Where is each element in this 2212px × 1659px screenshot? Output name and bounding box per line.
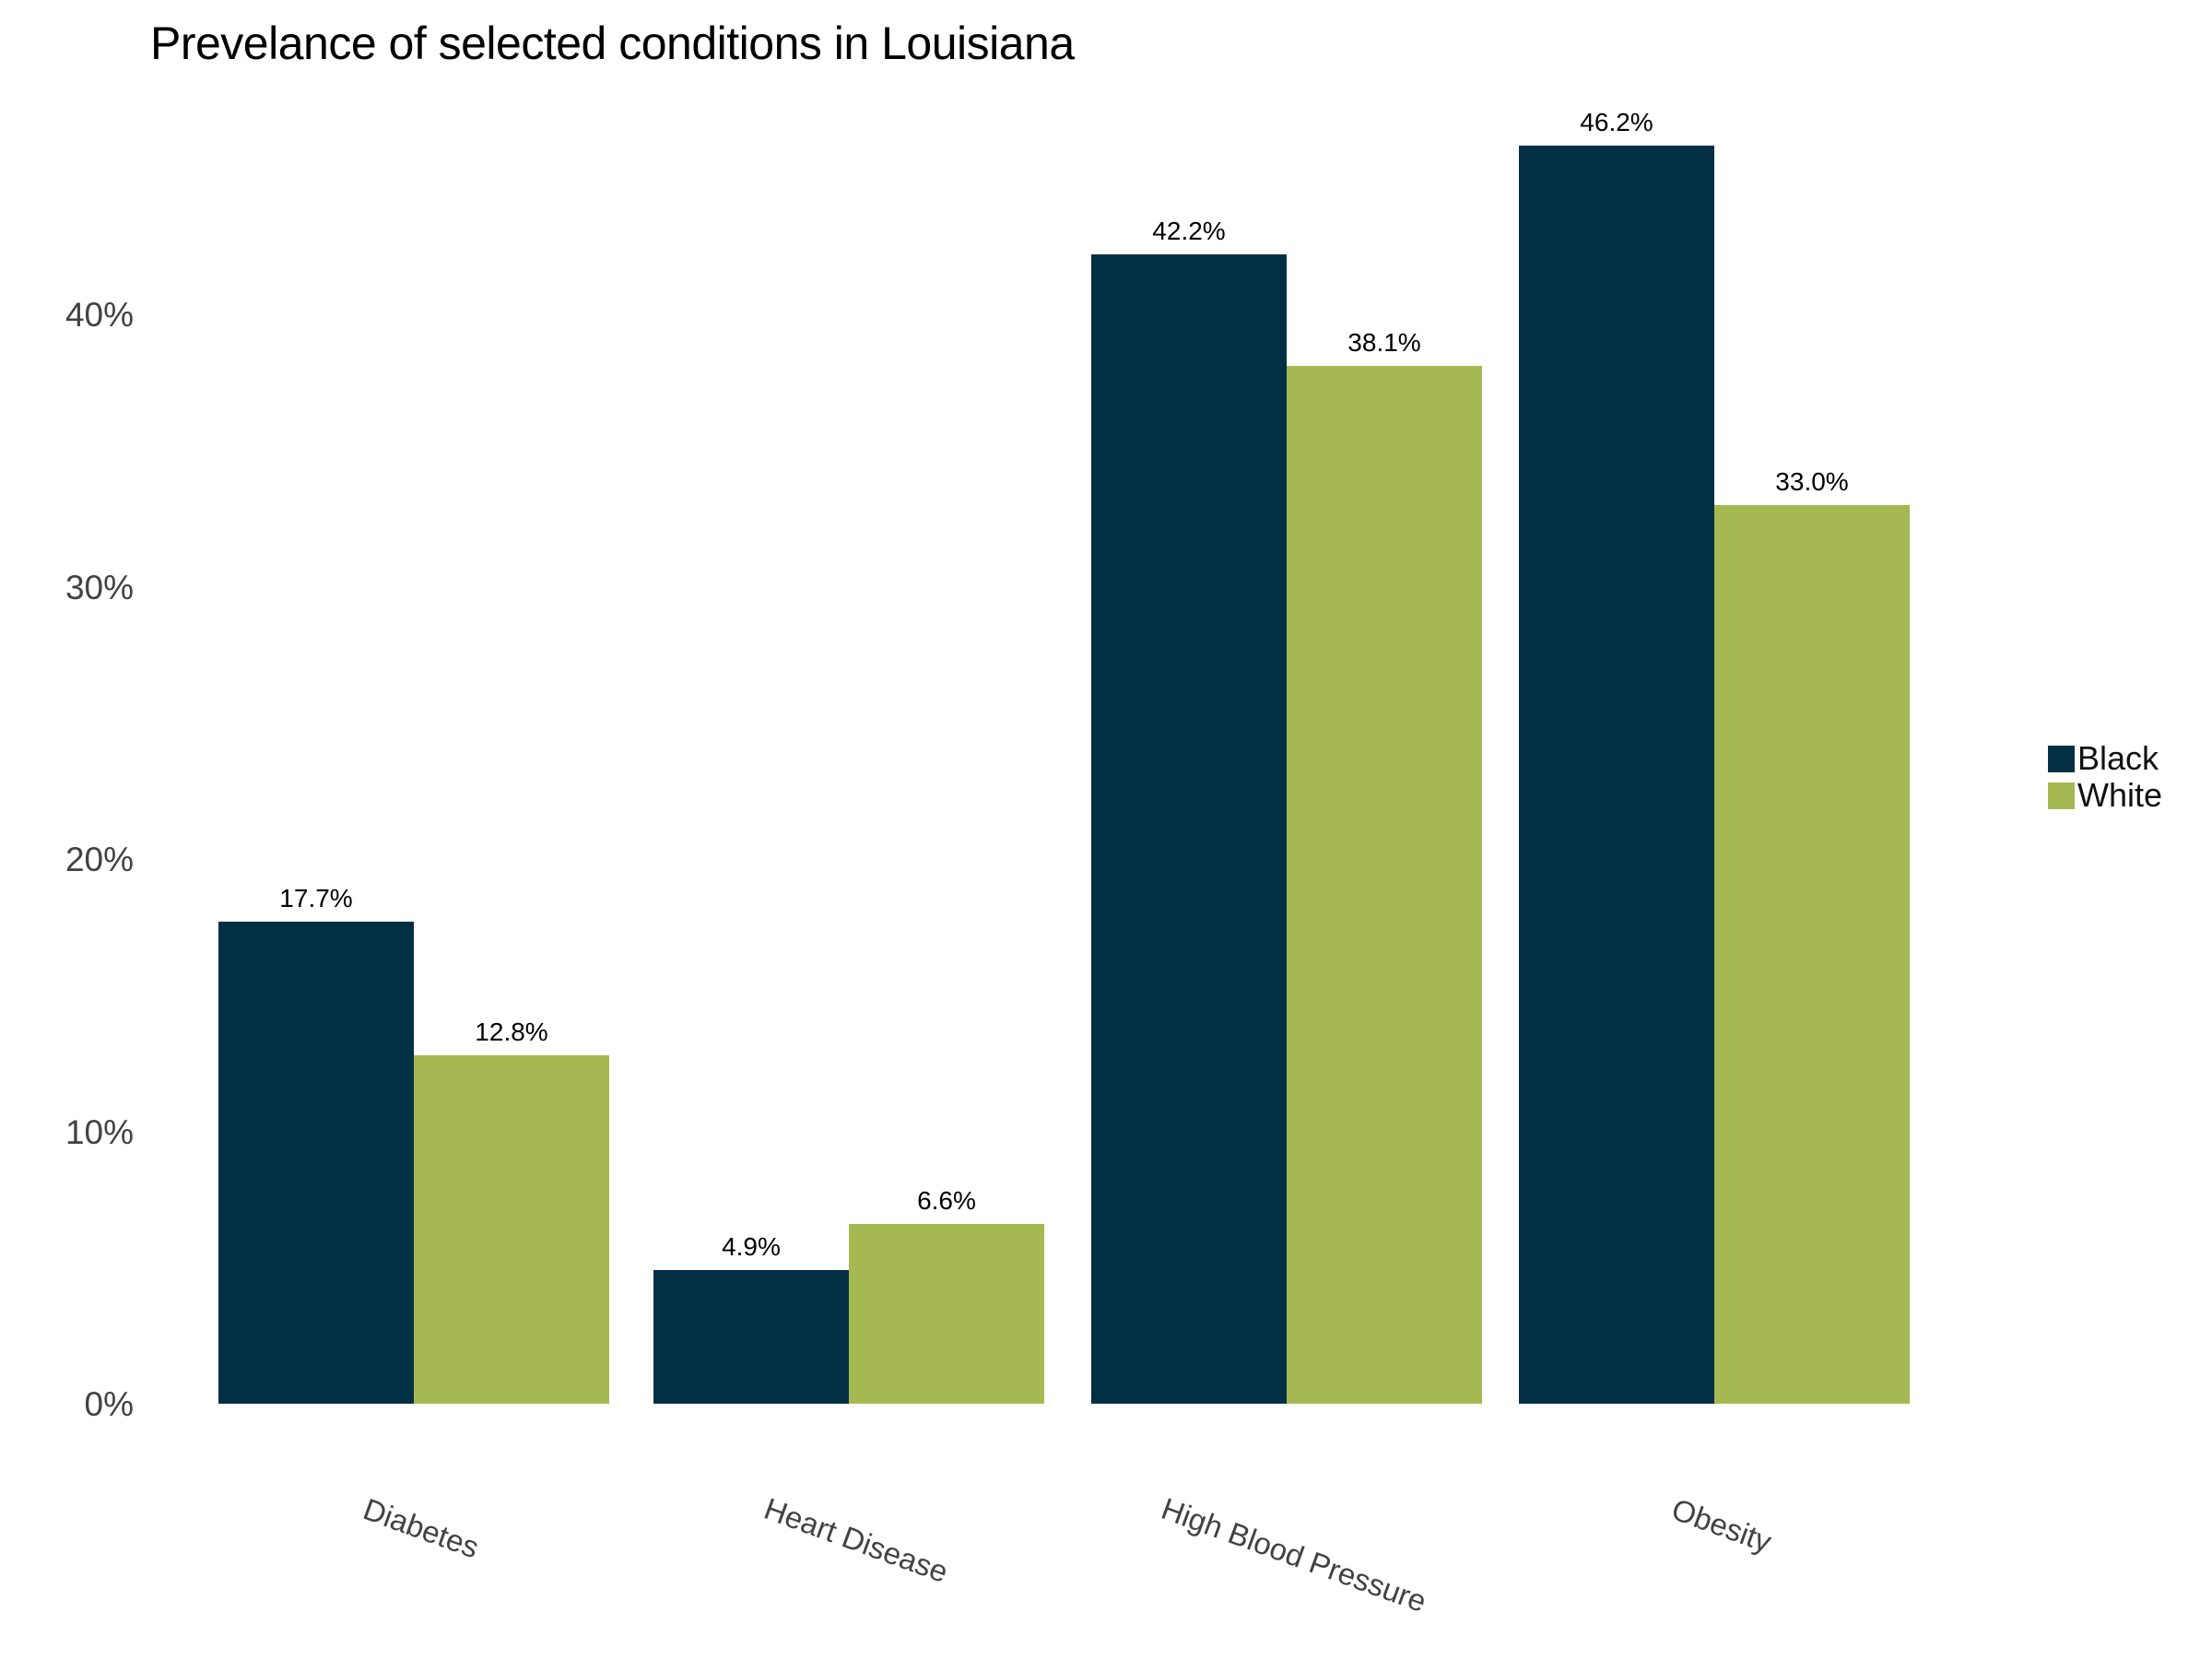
bar-value-label-white-obesity: 33.0% <box>1775 467 1849 496</box>
bar-value-label-black-heart-disease: 4.9% <box>722 1232 781 1261</box>
legend-swatch-white-icon <box>2048 782 2075 809</box>
bar-white-diabetes <box>414 1055 609 1404</box>
y-tick-label-10-: 10% <box>65 1112 134 1151</box>
x-category-label-high-blood-pressure: High Blood Pressure <box>1157 1491 1431 1619</box>
bar-value-label-black-high-blood-pressure: 42.2% <box>1152 217 1226 245</box>
bar-value-label-white-heart-disease: 6.6% <box>917 1186 976 1215</box>
bar-value-label-white-high-blood-pressure: 38.1% <box>1347 328 1421 357</box>
legend-item-white: White <box>2048 779 2162 812</box>
x-category-label-obesity: Obesity <box>1667 1491 1776 1559</box>
y-tick-label-0-: 0% <box>84 1385 134 1423</box>
bar-black-diabetes <box>218 922 414 1404</box>
chart-title: Prevelance of selected conditions in Lou… <box>150 18 1075 69</box>
bar-black-high-blood-pressure <box>1091 254 1287 1404</box>
bar-white-obesity <box>1714 505 1910 1404</box>
bar-black-heart-disease <box>653 1270 849 1404</box>
legend-label-black: Black <box>2077 739 2159 777</box>
x-category-label-heart-disease: Heart Disease <box>759 1491 953 1590</box>
x-category-label-diabetes: Diabetes <box>359 1491 484 1565</box>
bar-white-high-blood-pressure <box>1287 366 1482 1404</box>
legend-swatch-black-icon <box>2048 745 2075 772</box>
legend-label-white: White <box>2077 776 2163 814</box>
bar-white-heart-disease <box>849 1224 1044 1404</box>
legend-item-black: Black <box>2048 742 2162 775</box>
legend: Black White <box>2048 742 2162 812</box>
bar-value-label-white-diabetes: 12.8% <box>475 1018 548 1046</box>
bar-value-label-black-diabetes: 17.7% <box>279 884 353 912</box>
y-tick-label-40-: 40% <box>65 296 134 334</box>
y-tick-label-20-: 20% <box>65 841 134 878</box>
bar-black-obesity <box>1519 146 1714 1404</box>
bar-value-label-black-obesity: 46.2% <box>1580 108 1653 136</box>
y-tick-label-30-: 30% <box>65 568 134 606</box>
